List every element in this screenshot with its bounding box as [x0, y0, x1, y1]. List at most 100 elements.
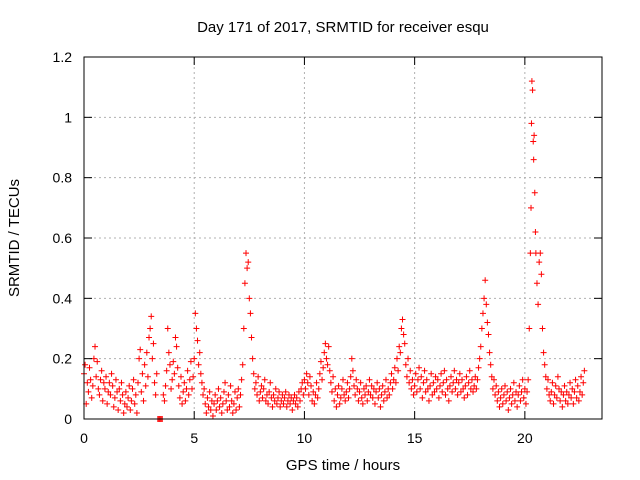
- data-point: [128, 397, 135, 404]
- data-point: [130, 376, 137, 383]
- data-point: [489, 385, 496, 392]
- data-point: [549, 379, 556, 386]
- data-point: [423, 376, 430, 383]
- x-tick-label: 20: [517, 430, 533, 446]
- data-point: [427, 382, 434, 389]
- data-point: [484, 319, 491, 326]
- data-point: [543, 385, 550, 392]
- data-point: [520, 394, 527, 401]
- data-point: [194, 337, 201, 344]
- data-point: [473, 385, 480, 392]
- data-point: [562, 397, 569, 404]
- data-point: [201, 385, 208, 392]
- data-point: [93, 373, 100, 380]
- data-point: [494, 397, 501, 404]
- data-point: [517, 397, 524, 404]
- data-point: [496, 403, 503, 410]
- data-point: [548, 388, 555, 395]
- data-point: [492, 391, 499, 398]
- data-point: [440, 379, 447, 386]
- data-point: [174, 364, 181, 371]
- data-point: [114, 388, 121, 395]
- data-point: [236, 403, 243, 410]
- data-point: [442, 391, 449, 398]
- data-point: [249, 355, 256, 362]
- data-point: [528, 120, 535, 127]
- data-point: [569, 385, 576, 392]
- data-point: [572, 376, 579, 383]
- data-point: [468, 376, 475, 383]
- data-point: [507, 385, 514, 392]
- data-point: [476, 355, 483, 362]
- data-point: [273, 400, 280, 407]
- data-point: [528, 204, 535, 211]
- data-point: [223, 397, 230, 404]
- data-point: [190, 373, 197, 380]
- data-point: [317, 358, 324, 365]
- data-point: [348, 355, 355, 362]
- data-point: [185, 391, 192, 398]
- data-point: [86, 364, 93, 371]
- data-point: [300, 391, 307, 398]
- data-point: [399, 316, 406, 323]
- data-point: [575, 397, 582, 404]
- data-point: [430, 379, 437, 386]
- data-point: [387, 379, 394, 386]
- data-point: [224, 406, 231, 413]
- data-point: [356, 388, 363, 395]
- data-point: [306, 373, 313, 380]
- data-point: [413, 388, 420, 395]
- data-point: [226, 403, 233, 410]
- data-point: [147, 325, 154, 332]
- data-point: [457, 388, 464, 395]
- data-point: [255, 373, 262, 380]
- data-point: [148, 313, 155, 320]
- data-point: [291, 391, 298, 398]
- data-point: [465, 379, 472, 386]
- data-point: [579, 391, 586, 398]
- data-point: [323, 355, 330, 362]
- data-point: [477, 343, 484, 350]
- data-point: [392, 379, 399, 386]
- data-point: [187, 358, 194, 365]
- data-point: [466, 367, 473, 374]
- data-point: [505, 406, 512, 413]
- data-point: [371, 400, 378, 407]
- data-point: [481, 295, 488, 302]
- data-point: [173, 343, 180, 350]
- data-point: [131, 400, 138, 407]
- data-point: [170, 358, 177, 365]
- data-point: [394, 355, 401, 362]
- data-point: [327, 379, 334, 386]
- data-point: [283, 403, 290, 410]
- data-point: [304, 379, 311, 386]
- data-point: [228, 397, 235, 404]
- data-point: [276, 388, 283, 395]
- data-point: [333, 403, 340, 410]
- data-point: [500, 391, 507, 398]
- data-point: [211, 400, 218, 407]
- data-point: [532, 228, 539, 235]
- data-point: [212, 391, 219, 398]
- data-point: [260, 385, 267, 392]
- data-point: [432, 373, 439, 380]
- data-point: [530, 156, 537, 163]
- data-point: [353, 376, 360, 383]
- data-point: [349, 367, 356, 374]
- data-point: [455, 379, 462, 386]
- data-point: [497, 394, 504, 401]
- data-point: [96, 391, 103, 398]
- data-point: [111, 394, 118, 401]
- data-point: [171, 370, 178, 377]
- data-point: [119, 391, 126, 398]
- data-point: [360, 385, 367, 392]
- data-point: [564, 400, 571, 407]
- x-tick-label: 15: [407, 430, 423, 446]
- data-point: [552, 382, 559, 389]
- data-point: [571, 388, 578, 395]
- data-point: [272, 385, 279, 392]
- data-point: [195, 361, 202, 368]
- data-point: [482, 277, 489, 284]
- data-point: [163, 367, 170, 374]
- data-point: [461, 394, 468, 401]
